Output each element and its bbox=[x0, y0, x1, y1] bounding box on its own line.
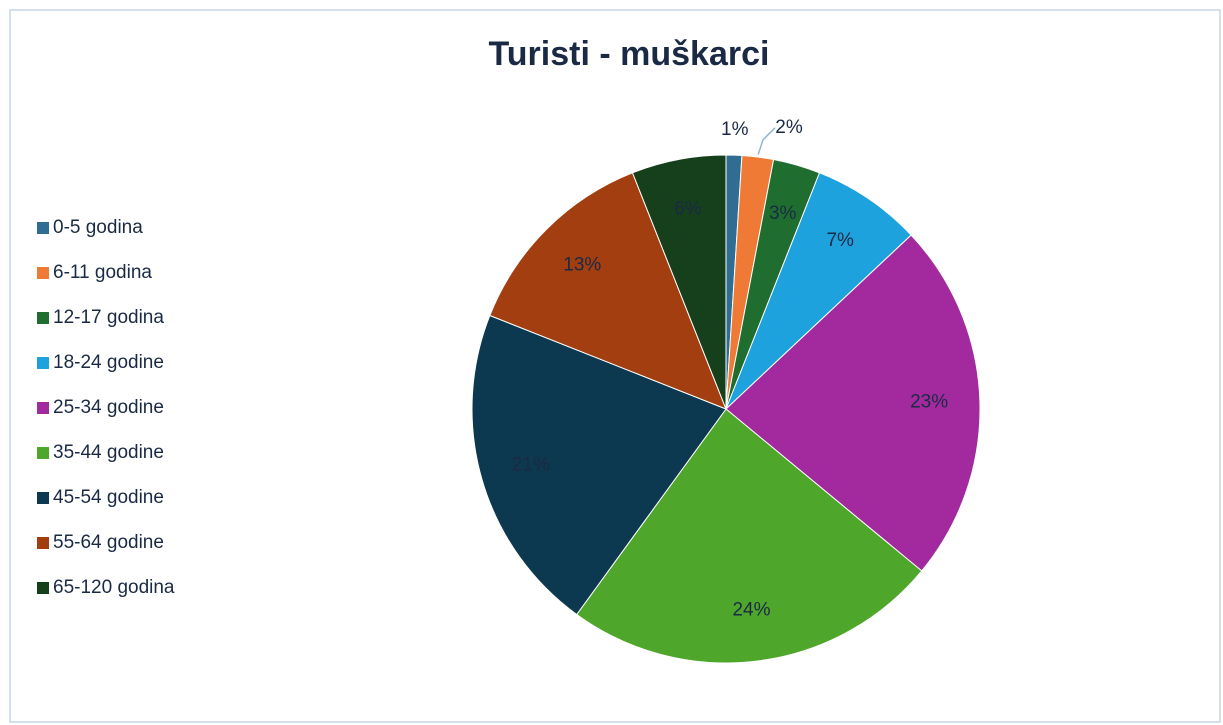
pie-slice bbox=[489, 172, 727, 410]
legend-swatch bbox=[37, 402, 49, 414]
legend-label: 12-17 godina bbox=[53, 307, 164, 328]
legend-label: 0-5 godina bbox=[53, 217, 143, 238]
legend-label: 6-11 godina bbox=[53, 262, 152, 283]
data-label: 23% bbox=[910, 392, 948, 413]
legend-swatch bbox=[37, 222, 49, 234]
data-label: 3% bbox=[769, 203, 797, 224]
legend-label: 25-34 godine bbox=[53, 397, 164, 418]
pie-slice bbox=[631, 154, 727, 410]
pie-slice bbox=[471, 314, 727, 616]
legend-swatch bbox=[37, 267, 49, 279]
data-label: 24% bbox=[732, 600, 770, 621]
data-label: 2% bbox=[775, 117, 803, 138]
legend-label: 35-44 godine bbox=[53, 442, 164, 463]
legend-swatch bbox=[37, 357, 49, 369]
chart-title: Turisti - muškarci bbox=[489, 35, 770, 73]
legend-swatch bbox=[37, 447, 49, 459]
leader-line bbox=[757, 127, 776, 155]
data-label: 1% bbox=[721, 119, 749, 140]
legend-label: 55-64 godine bbox=[53, 532, 164, 553]
data-label: 13% bbox=[563, 254, 601, 275]
legend-label: 65-120 godina bbox=[53, 577, 175, 598]
data-label: 6% bbox=[674, 198, 702, 219]
pie-slice bbox=[576, 408, 923, 664]
legend-swatch bbox=[37, 312, 49, 324]
data-label: 21% bbox=[512, 455, 550, 476]
legend-label: 18-24 godine bbox=[53, 352, 164, 373]
data-label: 7% bbox=[826, 230, 854, 251]
pie-slice bbox=[725, 234, 981, 572]
legend-label: 45-54 godine bbox=[53, 487, 164, 508]
legend-swatch bbox=[37, 582, 49, 594]
legend-swatch bbox=[37, 492, 49, 504]
legend-swatch bbox=[37, 537, 49, 549]
pie-slice bbox=[725, 172, 912, 410]
